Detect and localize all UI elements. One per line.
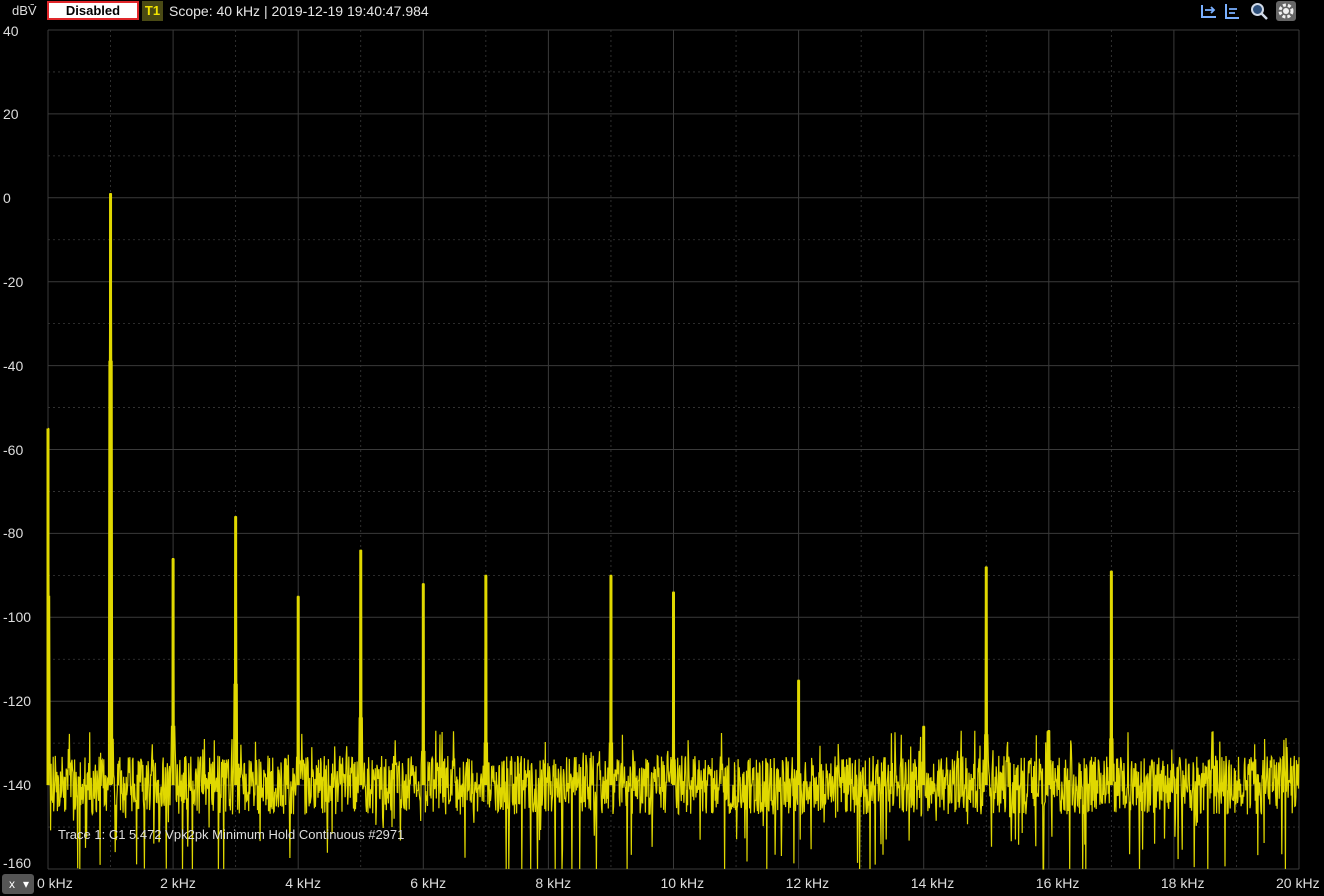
- trace-1-tag[interactable]: T1: [142, 1, 163, 21]
- x-tick-label: 12 kHz: [785, 875, 830, 891]
- y-tick-label: -120: [3, 693, 32, 710]
- y-unit-label: dBV̄: [12, 3, 37, 18]
- y-tick-label: -100: [3, 609, 32, 626]
- trace-1-line: [46, 193, 1300, 870]
- x-tick-label: 14 kHz: [910, 875, 955, 891]
- x-tick-label: 16 kHz: [1035, 875, 1080, 891]
- x-axis-menu-button[interactable]: x ▾: [2, 874, 34, 894]
- x-button-label: x: [9, 877, 15, 891]
- x-tick-label: 6 kHz: [410, 875, 447, 891]
- y-tick-label: -80: [3, 525, 24, 542]
- x-tick-label: 4 kHz: [285, 875, 321, 891]
- gear-icon[interactable]: [1276, 1, 1296, 21]
- y-tick-label: -160: [3, 855, 32, 871]
- marker-align-icon[interactable]: [1222, 1, 1242, 21]
- y-tick-label: 0: [3, 189, 11, 206]
- marker-left-icon[interactable]: [1199, 1, 1219, 21]
- y-tick-label: 20: [3, 105, 19, 122]
- trace-1-path: [47, 193, 1300, 870]
- x-tick-label: 10 kHz: [660, 875, 705, 891]
- y-tick-label: -140: [3, 777, 32, 794]
- y-tick-label: -60: [3, 441, 24, 458]
- y-tick-label: 40: [3, 23, 19, 39]
- scope-info-text: Scope: 40 kHz | 2019-12-19 19:40:47.984: [169, 3, 429, 19]
- x-tick-label: 18 kHz: [1160, 875, 1205, 891]
- x-tick-label: 2 kHz: [160, 875, 196, 891]
- x-tick-label: 20 kHz: [1276, 875, 1320, 891]
- x-tick-label: 8 kHz: [535, 875, 572, 891]
- y-tick-label: -20: [3, 273, 24, 290]
- trace-legend: Trace 1: C1 5.472 Vpk2pk Minimum Hold Co…: [58, 827, 405, 842]
- disabled-status-button[interactable]: Disabled: [47, 1, 139, 20]
- zoom-icon[interactable]: [1249, 1, 1269, 21]
- x-tick-label: 0 kHz: [37, 875, 73, 891]
- top-toolbar: dBV̄ Disabled T1 Scope: 40 kHz | 2019-12…: [0, 0, 1324, 22]
- chevron-down-icon: ▾: [23, 877, 30, 891]
- y-tick-label: -40: [3, 357, 24, 374]
